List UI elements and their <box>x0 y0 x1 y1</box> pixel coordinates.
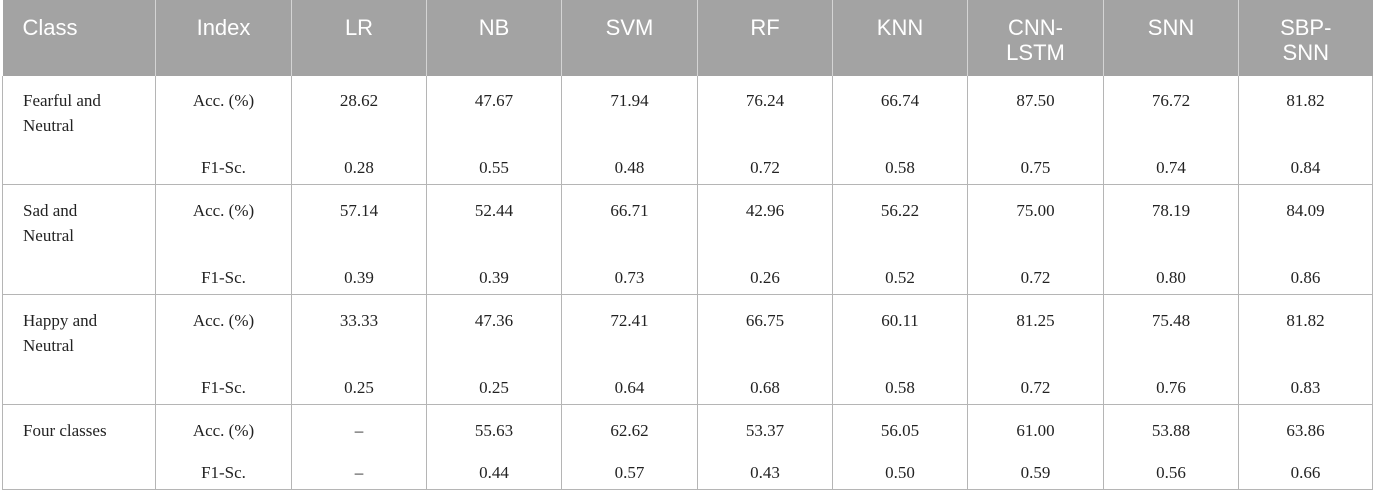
value-cell: 53.88 <box>1103 404 1239 447</box>
value-cell: 0.26 <box>697 252 833 295</box>
value-cell: 0.86 <box>1238 252 1373 295</box>
value-cell: 0.28 <box>291 142 427 185</box>
value-cell: 76.24 <box>697 76 833 142</box>
value-cell: 0.64 <box>561 362 698 405</box>
table-row: F1-Sc. – 0.44 0.57 0.43 0.50 0.59 0.56 0… <box>3 447 1373 490</box>
header-lr: LR <box>291 0 427 76</box>
value-cell: 0.57 <box>561 447 698 490</box>
table-row: Sad and Neutral Acc. (%) 57.14 52.44 66.… <box>2 184 1373 295</box>
value-cell: 60.11 <box>832 294 968 362</box>
value-cell: 28.62 <box>291 76 427 142</box>
value-cell: 42.96 <box>697 184 833 252</box>
value-cell: 0.72 <box>967 362 1104 405</box>
value-cell: 0.84 <box>1238 142 1373 185</box>
header-index: Index <box>155 0 292 76</box>
value-cell: 62.62 <box>561 404 698 447</box>
value-cell: 75.00 <box>967 184 1104 252</box>
index-cell: Acc. (%) <box>155 404 292 447</box>
value-cell: 72.41 <box>561 294 698 362</box>
value-cell: 0.56 <box>1103 447 1239 490</box>
value-cell: 0.48 <box>561 142 698 185</box>
header-knn: KNN <box>832 0 968 76</box>
value-cell: 0.83 <box>1238 362 1373 405</box>
value-cell: 0.72 <box>697 142 833 185</box>
value-cell: 66.75 <box>697 294 833 362</box>
index-cell: F1-Sc. <box>155 142 292 185</box>
value-cell: 53.37 <box>697 404 833 447</box>
value-cell: 61.00 <box>967 404 1104 447</box>
table-row: F1-Sc. 0.25 0.25 0.64 0.68 0.58 0.72 0.7… <box>3 362 1373 405</box>
value-cell: 0.76 <box>1103 362 1239 405</box>
table-header: Class Index LR NB SVM RF KNN CNN- LSTM S… <box>2 0 1373 76</box>
value-cell: 55.63 <box>426 404 562 447</box>
value-cell: 0.58 <box>832 142 968 185</box>
value-cell: 76.72 <box>1103 76 1239 142</box>
header-class: Class <box>22 15 78 40</box>
index-cell: Acc. (%) <box>155 294 292 362</box>
header-rf: RF <box>697 0 833 76</box>
table-row: Fearful and Neutral Acc. (%) 28.62 47.67… <box>2 76 1373 185</box>
value-cell: 0.25 <box>291 362 427 405</box>
class-cell: Sad and Neutral <box>2 184 156 295</box>
class-cell: Four classes <box>2 404 156 490</box>
value-cell: 0.52 <box>832 252 968 295</box>
value-cell: 66.71 <box>561 184 698 252</box>
value-cell: 63.86 <box>1238 404 1373 447</box>
value-cell: 0.39 <box>426 252 562 295</box>
value-cell: 84.09 <box>1238 184 1373 252</box>
index-cell: Acc. (%) <box>155 184 292 252</box>
value-cell: 33.33 <box>291 294 427 362</box>
value-cell: 0.72 <box>967 252 1104 295</box>
table-row: Happy and Neutral Acc. (%) 33.33 47.36 7… <box>2 294 1373 405</box>
index-cell: F1-Sc. <box>155 362 292 405</box>
value-cell: 0.68 <box>697 362 833 405</box>
class-cell: Fearful and Neutral <box>2 76 156 185</box>
header-row: Class Index LR NB SVM RF KNN CNN- LSTM S… <box>2 0 1373 76</box>
value-cell: 0.66 <box>1238 447 1373 490</box>
value-cell: 47.67 <box>426 76 562 142</box>
value-cell: 0.55 <box>426 142 562 185</box>
value-cell: 81.82 <box>1238 76 1373 142</box>
value-cell: 75.48 <box>1103 294 1239 362</box>
value-cell: 71.94 <box>561 76 698 142</box>
header-svm: SVM <box>561 0 698 76</box>
value-cell: 52.44 <box>426 184 562 252</box>
table-row: Four classes Acc. (%) – 55.63 62.62 53.3… <box>2 404 1373 490</box>
value-cell: 81.82 <box>1238 294 1373 362</box>
value-cell: 78.19 <box>1103 184 1239 252</box>
table-row: F1-Sc. 0.28 0.55 0.48 0.72 0.58 0.75 0.7… <box>3 142 1373 185</box>
header-nb: NB <box>426 0 562 76</box>
table-row: F1-Sc. 0.39 0.39 0.73 0.26 0.52 0.72 0.8… <box>3 252 1373 295</box>
value-cell: 57.14 <box>291 184 427 252</box>
value-cell: 56.05 <box>832 404 968 447</box>
value-cell: 56.22 <box>832 184 968 252</box>
header-sbp-snn: SBP- SNN <box>1238 0 1373 76</box>
header-cnn-lstm: CNN- LSTM <box>967 0 1104 76</box>
index-cell: F1-Sc. <box>155 447 292 490</box>
table-body: Fearful and Neutral Acc. (%) 28.62 47.67… <box>2 76 1373 490</box>
value-cell: – <box>291 447 427 490</box>
value-cell: 87.50 <box>967 76 1104 142</box>
index-cell: Acc. (%) <box>155 76 292 142</box>
header-snn: SNN <box>1103 0 1239 76</box>
value-cell: 0.74 <box>1103 142 1239 185</box>
value-cell: 0.44 <box>426 447 562 490</box>
value-cell: 0.39 <box>291 252 427 295</box>
value-cell: 47.36 <box>426 294 562 362</box>
value-cell: 0.50 <box>832 447 968 490</box>
value-cell: 0.25 <box>426 362 562 405</box>
class-cell: Happy and Neutral <box>2 294 156 405</box>
index-cell: F1-Sc. <box>155 252 292 295</box>
value-cell: 0.59 <box>967 447 1104 490</box>
value-cell: 0.73 <box>561 252 698 295</box>
value-cell: – <box>291 404 427 447</box>
value-cell: 66.74 <box>832 76 968 142</box>
value-cell: 0.75 <box>967 142 1104 185</box>
value-cell: 0.43 <box>697 447 833 490</box>
value-cell: 0.58 <box>832 362 968 405</box>
value-cell: 81.25 <box>967 294 1104 362</box>
value-cell: 0.80 <box>1103 252 1239 295</box>
